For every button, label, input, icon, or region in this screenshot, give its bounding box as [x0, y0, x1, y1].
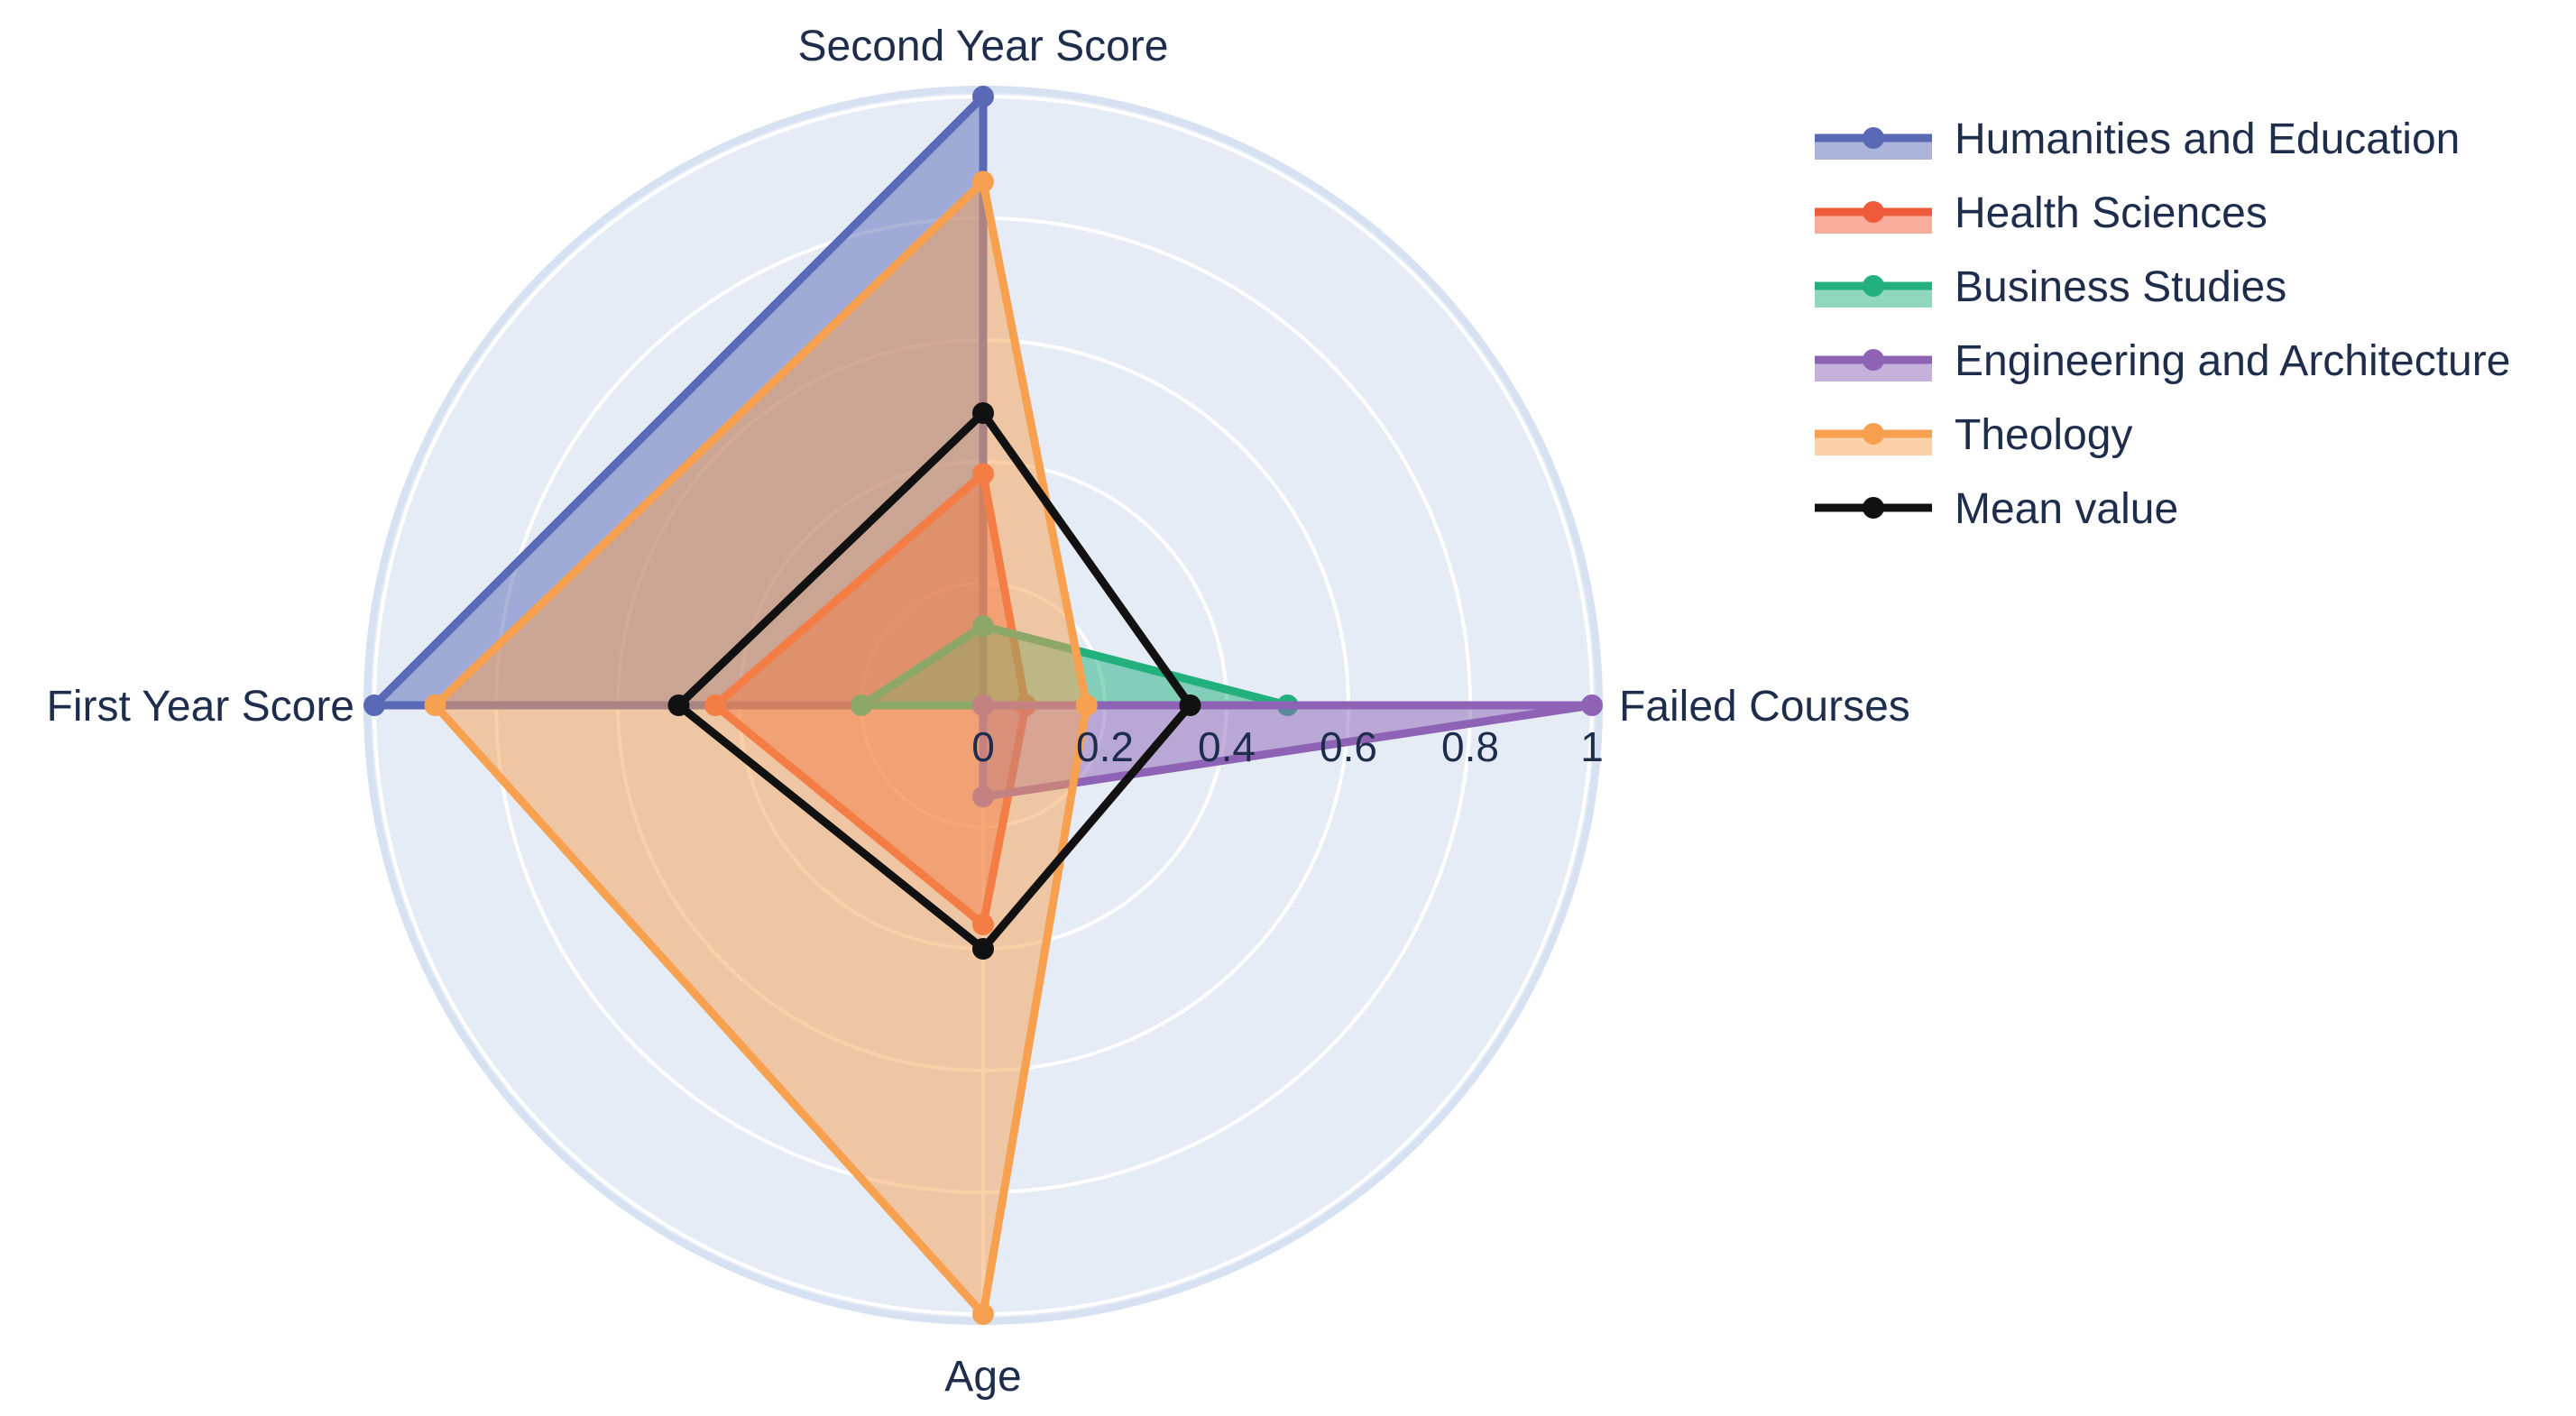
- data-point[interactable]: [1581, 694, 1603, 716]
- data-point[interactable]: [972, 1303, 994, 1325]
- radial-tick-label: 0: [971, 723, 995, 770]
- legend-item[interactable]: Health Sciences: [1815, 189, 2268, 237]
- legend-label: Humanities and Education: [1955, 115, 2460, 163]
- legend-label: Business Studies: [1955, 263, 2286, 311]
- data-point[interactable]: [1179, 694, 1201, 716]
- legend-swatch-marker: [1863, 275, 1884, 297]
- axis-label: Second Year Score: [798, 23, 1169, 70]
- radial-tick-labels: 0 0.2 0.4 0.6 0.8 1: [971, 723, 1604, 770]
- legend-label: Health Sciences: [1955, 189, 2268, 237]
- axis-label: First Year Score: [47, 683, 354, 731]
- series-layer: [363, 86, 1603, 1325]
- data-point[interactable]: [363, 694, 385, 716]
- legend-item[interactable]: Engineering and Architecture: [1815, 337, 2510, 385]
- data-point[interactable]: [424, 694, 446, 716]
- radial-tick-label: 1: [1580, 723, 1604, 770]
- data-point[interactable]: [972, 86, 994, 107]
- legend-swatch-marker: [1863, 497, 1884, 519]
- axis-labels: Failed Courses Second Year Score First Yea…: [47, 23, 1910, 1401]
- legend-swatch-marker: [1863, 127, 1884, 149]
- legend-swatch-marker: [1863, 349, 1884, 371]
- data-point[interactable]: [667, 694, 690, 716]
- axis-label: Failed Courses: [1619, 683, 1910, 731]
- radial-tick-label: 0.8: [1441, 723, 1499, 770]
- data-point[interactable]: [972, 402, 994, 424]
- data-point[interactable]: [972, 170, 994, 193]
- legend-swatch-marker: [1863, 201, 1884, 223]
- radial-tick-label: 0.6: [1320, 723, 1377, 770]
- data-point[interactable]: [972, 938, 994, 960]
- legend-item[interactable]: Theology: [1815, 411, 2132, 459]
- legend-label: Engineering and Architecture: [1955, 337, 2510, 385]
- radial-tick-label: 0.4: [1198, 723, 1256, 770]
- radial-tick-label: 0.2: [1076, 723, 1134, 770]
- series-mean-value: [667, 402, 1201, 960]
- legend-item[interactable]: Humanities and Education: [1815, 115, 2460, 163]
- legend-item[interactable]: Business Studies: [1815, 263, 2286, 311]
- legend-swatch-marker: [1863, 423, 1884, 445]
- legend-label: Theology: [1955, 411, 2132, 459]
- legend[interactable]: Humanities and Education Health Sciences B…: [1815, 115, 2510, 533]
- legend-label: Mean value: [1955, 485, 2178, 533]
- axis-label: Age: [944, 1353, 1021, 1401]
- legend-item[interactable]: Mean value: [1815, 485, 2178, 533]
- data-point[interactable]: [1075, 694, 1098, 716]
